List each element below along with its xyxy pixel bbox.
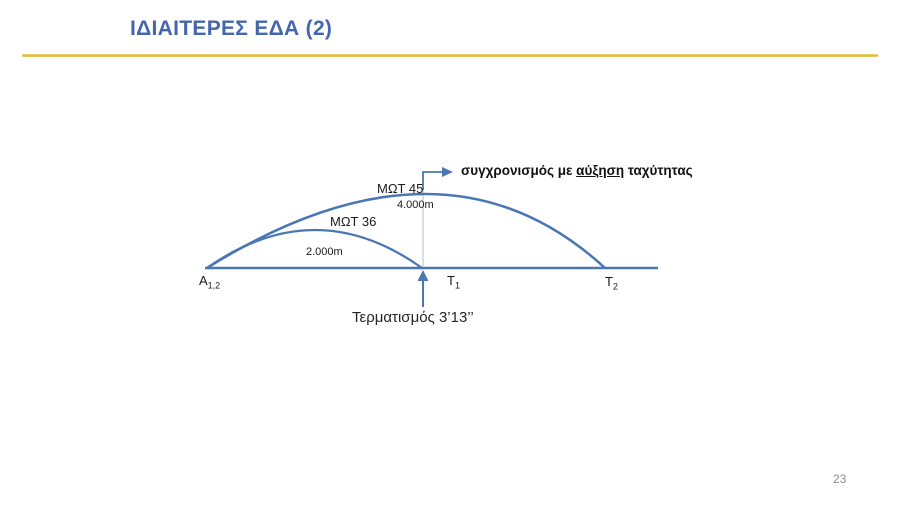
arc-mot36 (206, 228, 423, 269)
sync-elbow-arrow (422, 171, 443, 190)
t2-letter: T (605, 274, 613, 289)
arc-mot45 (206, 192, 606, 270)
start-point-subscript: 1,2 (207, 280, 221, 291)
sync-annotation-prefix: συγχρονισμός με (461, 163, 577, 178)
title-divider-rule (22, 54, 878, 57)
sync-annotation-suffix: ταχύτητας (624, 163, 693, 178)
slide-title: ΙΔΙΑΙΤΕΡΕΣ ΕΔΑ (2) (130, 17, 333, 40)
start-point-letter: A (199, 273, 208, 288)
label-t2-point: T2 (605, 274, 618, 292)
label-start-point: A1,2 (199, 273, 221, 291)
t2-subscript: 2 (612, 281, 618, 292)
t1-subscript: 1 (454, 280, 460, 291)
termination-annotation: Τερματισμός 3’13’’ (352, 309, 474, 326)
label-mot36: ΜΩΤ 36 (330, 214, 377, 229)
label-mot45: ΜΩΤ 45 (377, 181, 424, 196)
label-altitude-4000m: 4.000m (397, 199, 434, 211)
sync-annotation-underlined: αύξηση (576, 163, 625, 178)
label-altitude-2000m: 2.000m (306, 246, 343, 258)
t1-letter: T (447, 273, 455, 288)
sync-annotation: συγχρονισμός με αύξηση ταχύτητας (461, 163, 693, 179)
termination-arrowhead-icon (417, 270, 429, 281)
page-number: 23 (833, 472, 847, 486)
sync-arrowhead-icon (442, 167, 453, 177)
label-t1-point: T1 (447, 273, 460, 291)
